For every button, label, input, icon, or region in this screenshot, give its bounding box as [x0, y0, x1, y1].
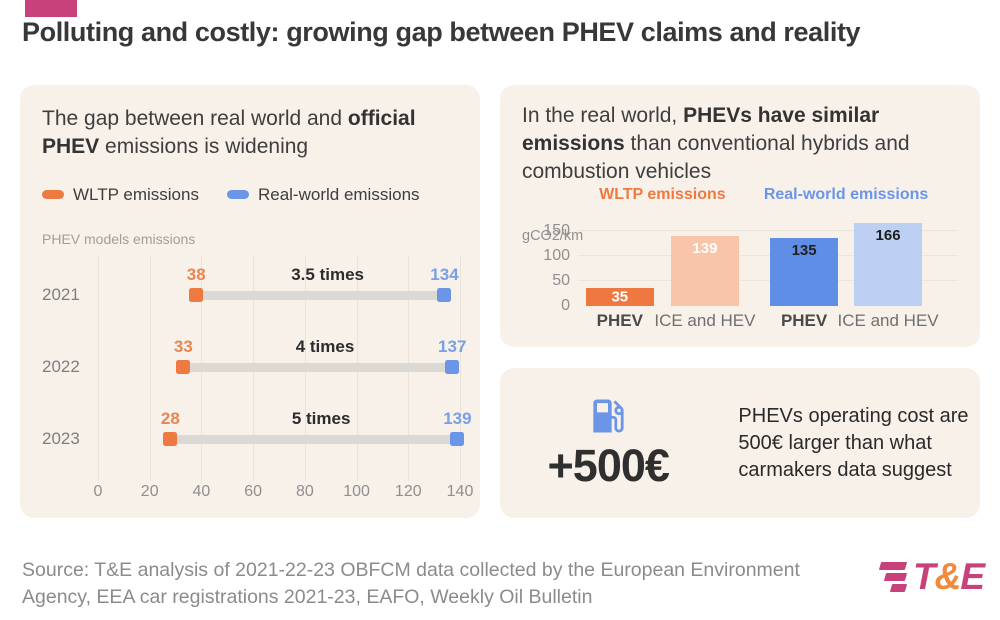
horizontal-gridline	[578, 229, 958, 231]
x-tick-label: 20	[140, 482, 159, 500]
bar-category-label: PHEV	[596, 310, 643, 330]
realworld-marker	[437, 287, 452, 302]
cost-figure: +500€	[514, 394, 702, 492]
bar-chart-categories: PHEV ICE and HEV PHEV ICE and HEV	[578, 311, 958, 337]
x-tick-label: 0	[93, 482, 103, 500]
real-world-emissions-panel: In the real world, PHEVs have similar em…	[500, 85, 980, 347]
bar-value-label: 35	[611, 288, 629, 306]
bar-chart-plot: 0 50 100 150 WLTP emissions 35 139 Real-world e…	[543, 186, 958, 314]
legend-item-wltp: WLTP emissions	[42, 185, 199, 205]
gap-multiplier-label: 5 times	[291, 408, 351, 428]
x-tick-label: 100	[343, 482, 370, 500]
cost-description: PHEVs operating cost are 500€ larger tha…	[738, 404, 969, 481]
heading-segment: official PHEV	[42, 107, 416, 158]
wltp-value-label: 38	[186, 264, 206, 284]
ice-and-hev-bar: 139	[670, 236, 740, 306]
bar-chart: gCO2/km 0 50 100 150 WLTP emissions 35 139 Real…	[522, 186, 958, 337]
year-label: 2021	[42, 284, 80, 304]
gap-multiplier-label: 4 times	[295, 336, 355, 356]
x-tick-label: 120	[394, 482, 422, 500]
horizontal-gridline	[578, 279, 958, 281]
brand-mark-rectangle	[25, 0, 77, 17]
operating-cost-panel: +500€ PHEVs operating cost are 500€ larg…	[500, 368, 980, 518]
bar-value-label: 139	[692, 240, 718, 258]
bar-value-label: 166	[875, 226, 901, 244]
gap-panel-heading: The gap between real world and official …	[42, 105, 460, 161]
axis-note: PHEV models emissions	[42, 230, 196, 247]
year-label: 2022	[42, 356, 80, 376]
y-tick-label: 100	[543, 246, 570, 264]
logo-stripe	[878, 562, 908, 570]
x-tick-label: 40	[192, 482, 211, 500]
gridline	[98, 254, 99, 481]
wltp-marker	[189, 287, 204, 302]
heading-segment: In the real world,	[522, 104, 684, 127]
cost-amount: +500€	[547, 440, 670, 491]
wltp-marker	[163, 431, 178, 446]
gap-connector	[183, 362, 453, 372]
legend-item-realworld: Real-world emissions	[226, 184, 420, 205]
bar-group-title: Real-world emissions	[763, 185, 929, 203]
heading-segment: PHEVs have similar emissions	[522, 104, 880, 155]
logo-stripe	[889, 584, 908, 592]
bars-panel-heading: In the real world, PHEVs have similar em…	[522, 102, 958, 186]
dumbbell-row: 2021 38 134 3.5 times	[42, 259, 460, 331]
dumbbell-x-axis: 0 20 40 60 80 100 120 140	[94, 482, 474, 507]
realworld-legend-swatch	[226, 190, 249, 200]
y-axis-unit-label: gCO2/km	[522, 227, 584, 244]
heading-segment: emissions is widening	[99, 134, 309, 158]
x-tick-label: 80	[295, 482, 314, 500]
logo-letter-e: E	[960, 556, 985, 597]
y-tick-label: 150	[543, 221, 570, 239]
te-logo-stripes-icon	[878, 562, 908, 592]
phev-bar: 35	[585, 288, 654, 306]
dumbbell-row: 2022 33 137 4 times	[42, 331, 466, 403]
wltp-marker	[176, 359, 191, 374]
horizontal-gridline	[578, 254, 958, 256]
logo-ampersand: &	[934, 556, 962, 597]
bar-group-title: WLTP emissions	[599, 185, 726, 203]
wltp-legend-swatch	[42, 190, 64, 200]
realworld-marker	[445, 359, 460, 374]
dumbbell-rows: 2021 38 134 3.5 times 2022 33 137 4 times 2023 28…	[42, 259, 472, 475]
realworld-value-label: 134	[430, 264, 459, 284]
te-logo: T&E	[878, 556, 985, 598]
gap-connector	[196, 290, 445, 300]
wltp-value-label: 28	[160, 408, 180, 428]
legend: WLTP emissions Real-world emissions	[42, 185, 460, 205]
dumbbell-row: 2023 28 139 5 times	[42, 403, 472, 475]
gap-widening-panel: The gap between real world and official …	[20, 85, 480, 518]
heading-segment: than conventional hybrids and combustion…	[522, 131, 910, 183]
realworld-value-label: 137	[438, 336, 467, 356]
year-label: 2023	[42, 428, 80, 448]
logo-stripe	[883, 573, 908, 581]
source-attribution: Source: T&E analysis of 2021-22-23 OBFCM…	[22, 559, 800, 609]
page-title: Polluting and costly: growing gap betwee…	[22, 17, 861, 47]
x-tick-label: 140	[446, 482, 474, 500]
wltp-value-label: 33	[173, 336, 193, 356]
gridline	[460, 254, 461, 481]
bar-category-label: ICE and HEV	[654, 310, 756, 330]
heading-segment: The gap between real world and	[42, 107, 348, 130]
te-logo-text: T&E	[912, 556, 985, 598]
dumbbell-chart: 2021 38 134 3.5 times 2022 33 137 4 times 2023 28…	[42, 254, 474, 507]
realworld-value-label: 139	[443, 408, 472, 428]
ice-and-hev-bar: 166	[853, 222, 923, 306]
y-tick-label: 0	[561, 296, 570, 314]
fuel-pump-icon	[593, 399, 624, 433]
bar-category-label: PHEV	[780, 310, 828, 330]
gap-connector	[170, 434, 458, 444]
bar-category-label: ICE and HEV	[837, 310, 939, 330]
gridline	[149, 254, 151, 481]
realworld-marker	[450, 431, 465, 446]
gap-multiplier-label: 3.5 times	[291, 264, 364, 284]
y-tick-label: 50	[552, 271, 570, 289]
phev-bar: 135	[769, 238, 839, 306]
wltp-legend-label: WLTP emissions	[73, 184, 199, 204]
bar-value-label: 135	[791, 242, 817, 260]
realworld-legend-label: Real-world emissions	[257, 184, 420, 204]
x-tick-label: 60	[244, 482, 263, 500]
logo-letter-t: T	[912, 556, 936, 597]
